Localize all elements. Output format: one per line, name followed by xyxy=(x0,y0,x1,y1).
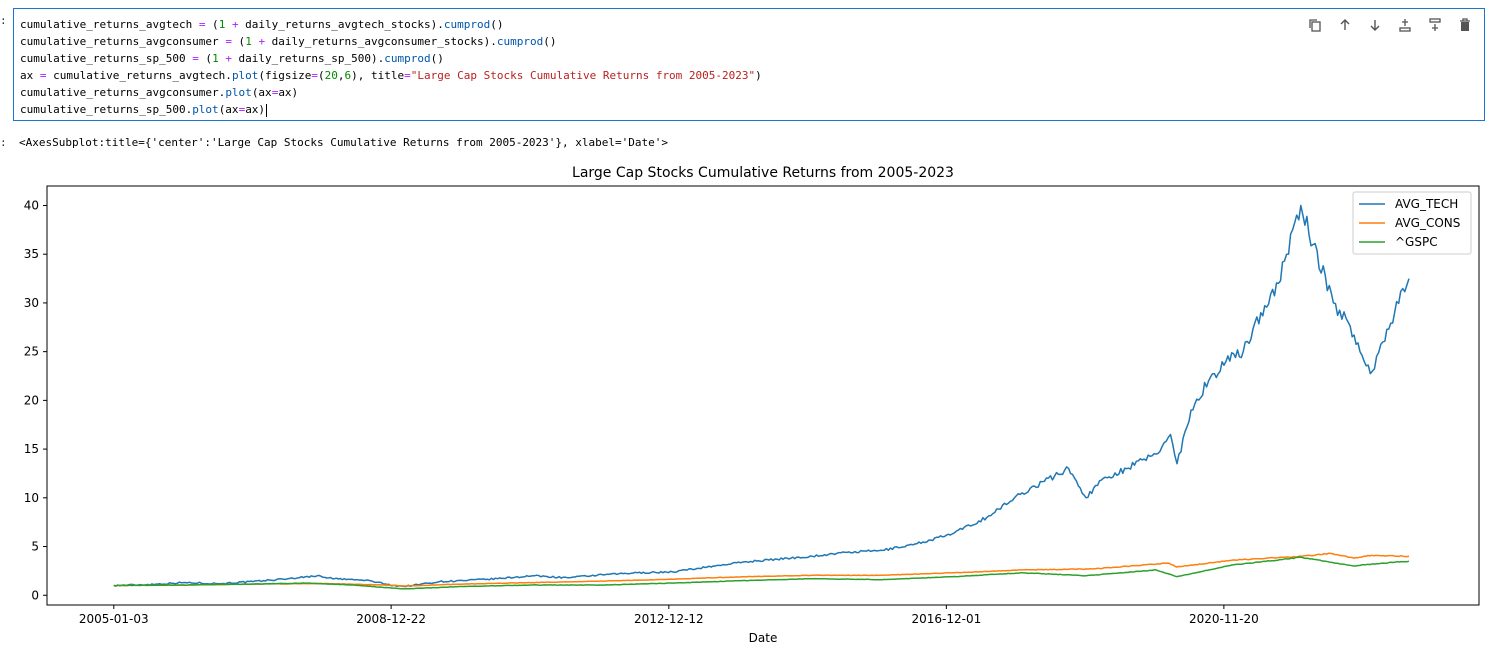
code-token: + xyxy=(225,52,232,65)
input-prompt: : xyxy=(0,14,7,27)
series-line-gspc xyxy=(113,556,1410,590)
cell-toolbar xyxy=(1304,15,1476,35)
code-token: plot xyxy=(192,103,219,116)
code-token: cumulative_returns_avgtech. xyxy=(46,69,232,82)
code-token: ( xyxy=(205,18,219,31)
move-down-button[interactable] xyxy=(1364,15,1386,35)
code-token: cumprod xyxy=(443,18,491,31)
delete-icon xyxy=(1460,18,1470,31)
duplicate-icon xyxy=(1309,19,1321,32)
x-tick-label: 2008-12-22 xyxy=(356,612,426,626)
code-token: daily_returns_avgconsumer_stocks). xyxy=(265,35,497,48)
code-token: 6 xyxy=(344,69,352,82)
x-tick-label: 2005-01-03 xyxy=(79,612,149,626)
code-token: daily_returns_sp_500). xyxy=(231,52,385,65)
code-token: = xyxy=(198,18,206,31)
code-token: () xyxy=(430,52,444,65)
code-line: ax = cumulative_returns_avgtech.plot(fig… xyxy=(20,67,762,84)
move-up-icon xyxy=(1340,19,1350,30)
code-token: ) xyxy=(755,69,762,82)
delete-button[interactable] xyxy=(1454,15,1476,35)
code-token: ax) xyxy=(245,103,266,116)
code-token: cumulative_returns_avgconsumer xyxy=(20,35,226,48)
code-token xyxy=(225,18,232,31)
code-cell[interactable]: cumulative_returns_avgtech = (1 + daily_… xyxy=(13,8,1485,121)
code-token: ax) xyxy=(278,86,299,99)
series-line-avgcons xyxy=(113,552,1410,587)
y-tick-label: 0 xyxy=(31,588,39,602)
code-line: cumulative_returns_sp_500 = (1 + daily_r… xyxy=(20,50,762,67)
output-prompt: : xyxy=(0,136,7,149)
y-tick-label: 35 xyxy=(24,247,39,261)
code-token: 1 xyxy=(212,52,219,65)
text-cursor xyxy=(266,103,268,117)
code-token: (ax xyxy=(218,103,239,116)
code-token: + xyxy=(258,35,266,48)
y-tick-label: 30 xyxy=(24,296,39,310)
legend xyxy=(1352,191,1472,255)
code-token: (figsize xyxy=(258,69,312,82)
y-tick-label: 20 xyxy=(24,393,39,407)
chart-title: Large Cap Stocks Cumulative Returns from… xyxy=(572,165,954,181)
y-tick-label: 40 xyxy=(24,198,39,212)
duplicate-button[interactable] xyxy=(1304,15,1326,35)
x-axis-label: Date xyxy=(749,631,778,645)
series-line-avgtech xyxy=(113,204,1410,588)
code-editor[interactable]: cumulative_returns_avgtech = (1 + daily_… xyxy=(20,16,762,118)
code-token: = xyxy=(225,35,232,48)
code-token: 1 xyxy=(218,18,226,31)
code-token: plot xyxy=(225,86,252,99)
code-token: = xyxy=(39,69,47,82)
output-text: <AxesSubplot:title={'center':'Large Cap … xyxy=(19,136,669,149)
y-tick-label: 5 xyxy=(31,540,39,554)
code-token: "Large Cap Stocks Cumulative Returns fro… xyxy=(410,69,756,82)
insert-below-button[interactable] xyxy=(1424,15,1446,35)
y-tick-label: 15 xyxy=(24,442,39,456)
code-token: = xyxy=(192,52,199,65)
code-token: cumulative_returns_sp_500. xyxy=(20,103,193,116)
code-token: ( xyxy=(198,52,213,65)
code-token: = xyxy=(271,86,279,99)
code-line: cumulative_returns_avgtech = (1 + daily_… xyxy=(20,16,762,33)
code-token: daily_returns_avgtech_stocks). xyxy=(238,18,444,31)
y-tick-label: 25 xyxy=(24,345,39,359)
code-token: ax xyxy=(20,69,40,82)
code-token: cumulative_returns_avgconsumer. xyxy=(20,86,226,99)
code-token: + xyxy=(231,18,239,31)
chart: Large Cap Stocks Cumulative Returns from… xyxy=(24,165,1480,645)
code-token: , xyxy=(337,69,345,82)
code-token: cumulative_returns_sp_500 xyxy=(20,52,193,65)
x-tick-label: 2016-12-01 xyxy=(911,612,981,626)
move-up-button[interactable] xyxy=(1334,15,1356,35)
legend-label: AVG_TECH xyxy=(1395,197,1458,211)
code-token: () xyxy=(490,18,504,31)
insert-above-icon xyxy=(1399,19,1411,32)
x-tick-label: 2020-11-20 xyxy=(1189,612,1259,626)
code-token: cumulative_returns_avgtech xyxy=(20,18,199,31)
code-token: (ax xyxy=(251,86,272,99)
code-token: ), title xyxy=(351,69,405,82)
legend-label: AVG_CONS xyxy=(1395,216,1460,230)
code-line: cumulative_returns_avgconsumer = (1 + da… xyxy=(20,33,762,50)
code-token: ( xyxy=(231,35,246,48)
code-token: cumprod xyxy=(496,35,544,48)
code-token: = xyxy=(238,103,246,116)
code-token: = xyxy=(311,69,319,82)
insert-above-button[interactable] xyxy=(1394,15,1416,35)
code-token: cumprod xyxy=(384,52,431,65)
insert-below-icon xyxy=(1429,18,1441,31)
code-token: () xyxy=(543,35,557,48)
code-token: 20 xyxy=(324,69,338,82)
move-down-icon xyxy=(1370,20,1380,31)
code-token: ( xyxy=(318,69,325,82)
code-token: plot xyxy=(231,69,259,82)
code-token: 1 xyxy=(245,35,252,48)
y-tick-label: 10 xyxy=(24,491,39,505)
x-tick-label: 2012-12-12 xyxy=(634,612,704,626)
legend-label: ^GSPC xyxy=(1395,235,1438,249)
code-line: cumulative_returns_avgconsumer.plot(ax=a… xyxy=(20,84,762,101)
code-token: = xyxy=(404,69,411,82)
plot-area xyxy=(46,185,1480,606)
code-line: cumulative_returns_sp_500.plot(ax=ax) xyxy=(20,101,762,118)
